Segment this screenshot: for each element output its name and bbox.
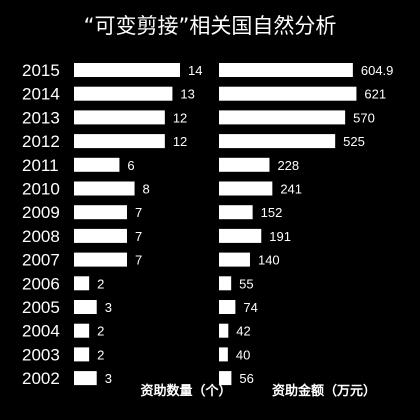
amount-value-label: 228 bbox=[277, 158, 299, 173]
count-bar bbox=[74, 300, 97, 314]
amount-bar bbox=[219, 371, 232, 386]
amount-value-label: 140 bbox=[258, 253, 280, 268]
amount-value-label: 570 bbox=[353, 110, 375, 125]
chart-rows: 2015 14 604.9 2014 13 621 2013 12 570 2012 12 525 20… bbox=[22, 61, 393, 388]
count-value-label: 14 bbox=[188, 63, 202, 78]
year-label: 2009 bbox=[22, 203, 60, 222]
amount-value-label: 241 bbox=[280, 182, 302, 197]
year-label: 2013 bbox=[22, 108, 60, 127]
count-value-label: 7 bbox=[135, 205, 142, 220]
year-label: 2004 bbox=[22, 322, 60, 341]
amount-value-label: 604.9 bbox=[361, 63, 394, 78]
amount-value-label: 42 bbox=[236, 324, 250, 339]
year-label: 2002 bbox=[22, 369, 60, 388]
amount-value-label: 525 bbox=[343, 134, 365, 149]
amount-bar bbox=[219, 205, 253, 220]
series-left-caption: 资助数量（个） bbox=[140, 383, 231, 399]
amount-value-label: 621 bbox=[364, 87, 386, 102]
count-bar bbox=[74, 205, 127, 220]
amount-value-label: 191 bbox=[269, 229, 291, 244]
amount-bar bbox=[219, 323, 229, 338]
year-label: 2005 bbox=[22, 298, 60, 317]
amount-bar bbox=[219, 86, 357, 101]
count-value-label: 12 bbox=[173, 110, 187, 125]
count-bar bbox=[74, 228, 127, 243]
count-value-label: 2 bbox=[97, 324, 104, 339]
amount-bar bbox=[219, 276, 232, 291]
amount-bar bbox=[219, 252, 250, 267]
amount-bar bbox=[219, 157, 270, 172]
count-bar bbox=[74, 134, 165, 149]
year-label: 2010 bbox=[22, 180, 60, 199]
count-value-label: 6 bbox=[127, 158, 134, 173]
year-label: 2007 bbox=[22, 251, 60, 270]
amount-bar bbox=[219, 134, 336, 149]
year-label: 2012 bbox=[22, 132, 60, 151]
amount-bar bbox=[219, 228, 262, 243]
amount-value-label: 152 bbox=[261, 205, 283, 220]
amount-value-label: 55 bbox=[239, 276, 253, 291]
count-value-label: 13 bbox=[180, 87, 194, 102]
count-bar bbox=[74, 252, 127, 267]
year-label: 2014 bbox=[22, 85, 60, 104]
count-value-label: 8 bbox=[143, 182, 150, 197]
amount-bar bbox=[219, 110, 346, 125]
count-value-label: 2 bbox=[97, 276, 104, 291]
amount-value-label: 40 bbox=[236, 347, 250, 362]
count-value-label: 12 bbox=[173, 134, 187, 149]
amount-bar bbox=[219, 181, 273, 196]
amount-bar bbox=[219, 300, 236, 314]
amount-bar bbox=[219, 63, 353, 77]
count-bar bbox=[74, 323, 90, 338]
year-label: 2003 bbox=[22, 345, 60, 364]
count-bar bbox=[74, 276, 90, 291]
year-label: 2011 bbox=[22, 156, 59, 175]
count-value-label: 2 bbox=[97, 347, 104, 362]
count-bar bbox=[74, 181, 135, 196]
chart-title: “可变剪接”相关国自然分析 bbox=[84, 14, 337, 38]
count-value-label: 7 bbox=[135, 229, 142, 244]
count-bar bbox=[74, 63, 180, 77]
amount-bar bbox=[219, 347, 228, 362]
series-right-caption: 资助金额（万元） bbox=[272, 383, 376, 399]
count-bar bbox=[74, 110, 165, 125]
amount-value-label: 56 bbox=[239, 371, 253, 386]
year-label: 2006 bbox=[22, 274, 60, 293]
count-bar bbox=[74, 86, 173, 101]
count-bar bbox=[74, 157, 120, 172]
amount-value-label: 74 bbox=[243, 300, 257, 315]
count-bar bbox=[74, 371, 97, 386]
count-value-label: 3 bbox=[105, 300, 112, 315]
count-value-label: 7 bbox=[135, 253, 142, 268]
count-value-label: 3 bbox=[105, 371, 112, 386]
year-label: 2015 bbox=[22, 61, 60, 80]
count-bar bbox=[74, 347, 90, 362]
year-label: 2008 bbox=[22, 227, 60, 246]
